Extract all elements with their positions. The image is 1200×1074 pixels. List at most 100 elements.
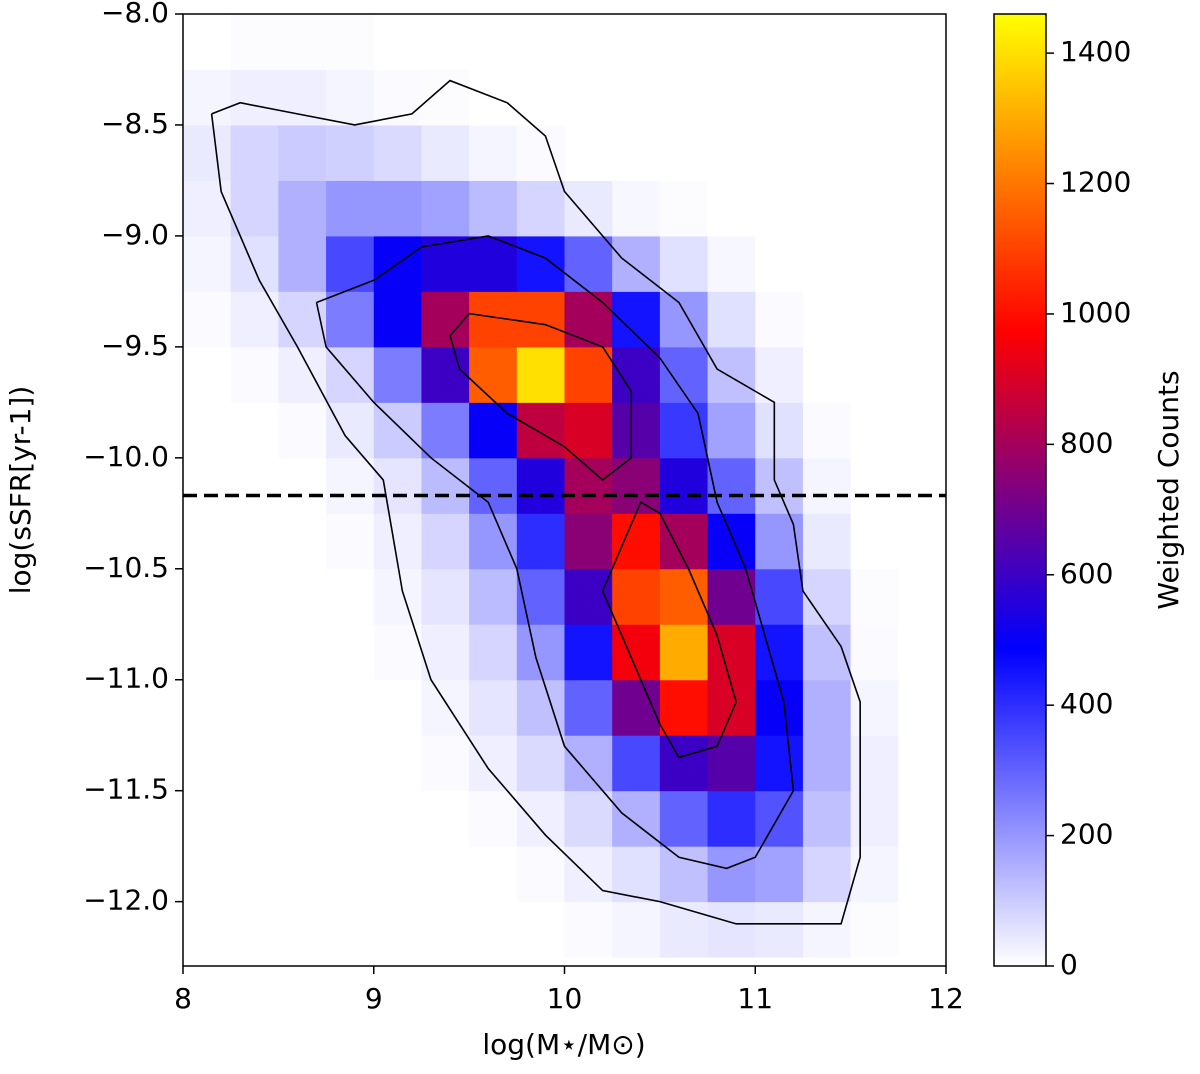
hist-cell — [707, 735, 756, 792]
hist-cell — [278, 735, 327, 792]
hist-cell — [469, 402, 518, 459]
hist-cell — [278, 14, 327, 70]
hist-cell — [850, 402, 899, 459]
hist-cell — [850, 568, 899, 625]
hist-cell — [230, 402, 279, 459]
hist-cell — [850, 14, 899, 70]
hist-cell — [183, 624, 232, 681]
hist-cell — [326, 69, 375, 126]
y-tick-label: −11.0 — [83, 662, 169, 695]
hist-cell — [230, 124, 279, 181]
hist-cell — [755, 124, 804, 181]
y-tick-label: −11.5 — [83, 773, 169, 806]
hist-cell — [278, 402, 327, 459]
hist-cell — [230, 291, 279, 348]
hist-cell — [850, 624, 899, 681]
hist-cell — [183, 346, 232, 403]
hist-cell — [707, 346, 756, 403]
hist-cell — [373, 735, 422, 792]
hist-cell — [421, 901, 470, 958]
hist-cell — [373, 790, 422, 847]
hist-cell — [612, 346, 661, 403]
hist-cell — [278, 901, 327, 958]
hist-cell — [230, 901, 279, 958]
hist-cell — [850, 901, 899, 958]
hist-cell — [469, 901, 518, 958]
hist-cell — [564, 180, 613, 237]
hist-cell — [230, 735, 279, 792]
hist-cell — [755, 291, 804, 348]
hist-cell — [278, 790, 327, 847]
hist-cell — [421, 291, 470, 348]
colorbar-tick-label: 800 — [1060, 426, 1113, 459]
hist-cell — [707, 291, 756, 348]
hist-cell — [802, 568, 852, 625]
hist-cell — [564, 69, 613, 126]
hist-cell — [230, 69, 279, 126]
y-axis-label: log(sSFR[yr-1]) — [4, 386, 37, 595]
hist-cell — [802, 679, 852, 736]
hist-cell — [230, 235, 279, 292]
hist-cell — [564, 901, 613, 958]
hist-cell — [850, 235, 899, 292]
hist-cell — [898, 735, 947, 792]
hist-cell — [469, 846, 518, 903]
hist-cell — [898, 124, 947, 181]
hist-cell — [421, 568, 470, 625]
hist-cell — [707, 679, 756, 736]
hist-cell — [850, 69, 899, 126]
hist-cell — [612, 124, 661, 181]
hist-cell — [421, 124, 470, 181]
hist-cell — [469, 346, 518, 403]
hist-cell — [755, 624, 804, 681]
hist-cell — [564, 235, 613, 292]
hist-cell — [326, 901, 375, 958]
hist-cell — [373, 180, 422, 237]
hist-cell — [707, 901, 756, 958]
hist-cell — [516, 235, 565, 292]
hist-cell — [564, 402, 613, 459]
hist-cell — [802, 346, 852, 403]
hist-cell — [230, 846, 279, 903]
hist-cell — [564, 790, 613, 847]
hist-cell — [755, 457, 804, 514]
hist-cell — [612, 14, 661, 70]
hist-cell — [612, 624, 661, 681]
colorbar-tick-label: 1000 — [1060, 296, 1131, 329]
hist-cell — [230, 679, 279, 736]
y-tick-label: −8.5 — [101, 107, 169, 140]
hist-cell — [898, 513, 947, 570]
hist-cell — [564, 624, 613, 681]
hist-cell — [326, 14, 375, 70]
hist-cell — [516, 180, 565, 237]
colorbar — [993, 13, 1047, 967]
hist-cell — [183, 735, 232, 792]
hist-cell — [516, 513, 565, 570]
hist-cell — [802, 457, 852, 514]
hist-cell — [659, 346, 709, 403]
hist-cell — [659, 624, 709, 681]
hist-cell — [659, 790, 709, 847]
hist-cell — [373, 14, 422, 70]
contour — [601, 501, 738, 759]
hist-cell — [421, 457, 470, 514]
hist-cell — [469, 457, 518, 514]
hist-cell — [612, 513, 661, 570]
hist-cell — [850, 790, 899, 847]
hist-cell — [898, 624, 947, 681]
hist-cell — [755, 235, 804, 292]
colorbar-tick-label: 400 — [1060, 687, 1113, 720]
hist-cell — [516, 69, 565, 126]
hist-cell — [326, 457, 375, 514]
colorbar-label: Weighted Counts — [1152, 370, 1185, 609]
hist-cell — [659, 901, 709, 958]
y-tick-label: −9.5 — [101, 329, 169, 362]
hist-cell — [898, 790, 947, 847]
hist-cell — [326, 735, 375, 792]
hist-cell — [898, 291, 947, 348]
hist-cell — [850, 346, 899, 403]
hist-cell — [564, 457, 613, 514]
hist-cell — [421, 846, 470, 903]
y-tick-label: −10.0 — [83, 440, 169, 473]
